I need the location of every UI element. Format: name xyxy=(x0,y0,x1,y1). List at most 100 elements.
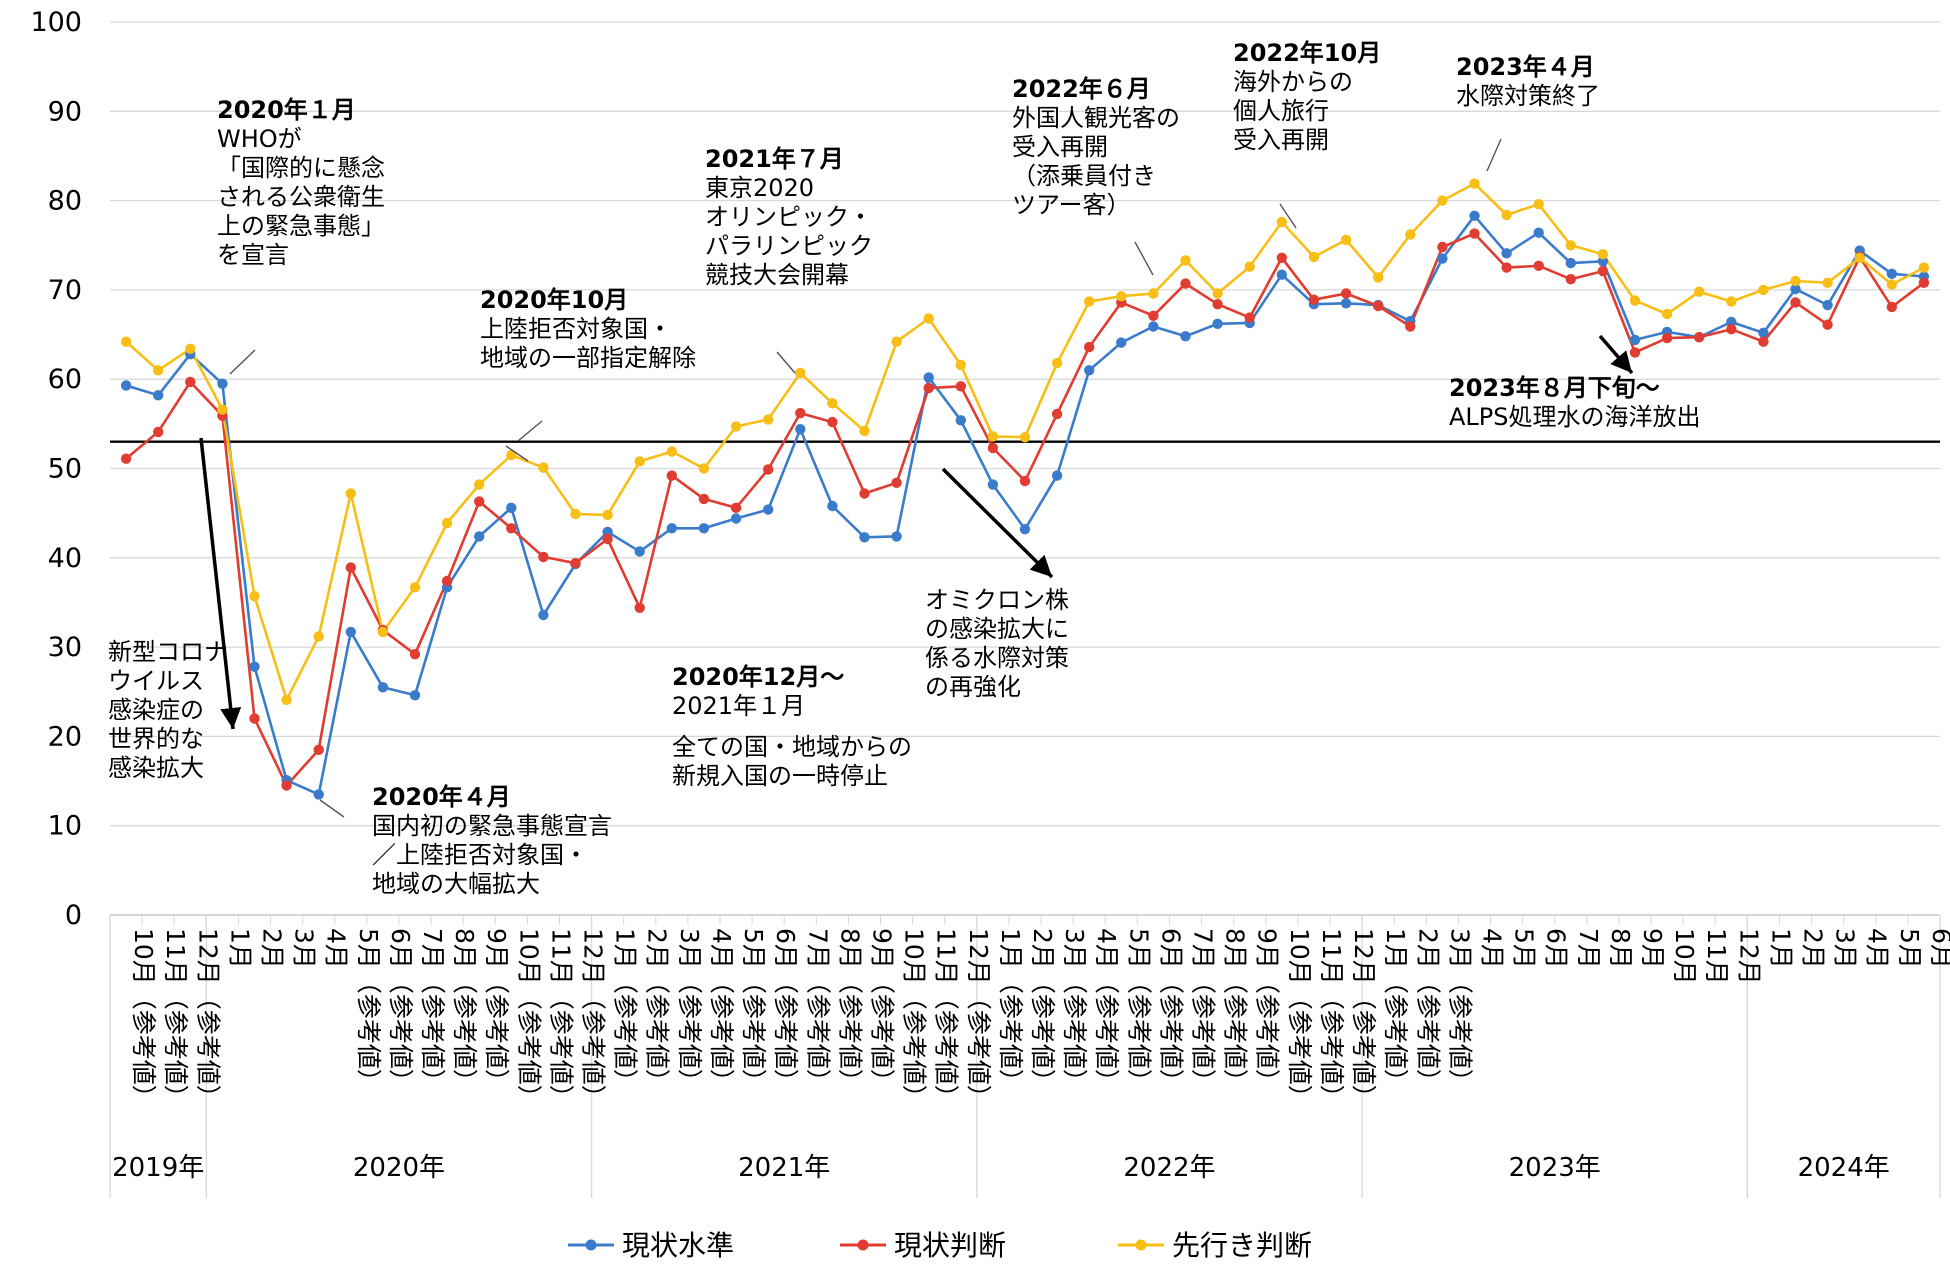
legend-swatch-marker xyxy=(857,1239,869,1251)
series-0-point xyxy=(666,523,677,534)
x-tick-label: 5月（参考値） xyxy=(354,928,383,1094)
x-tick-label: 1月（参考値） xyxy=(996,928,1025,1094)
x-tick-label: 11月（参考値） xyxy=(1317,928,1346,1110)
annotation-line: 競技大会開幕 xyxy=(705,261,849,289)
series-2-point xyxy=(1565,240,1577,251)
x-tick-label: 3月（参考値） xyxy=(1445,928,1474,1094)
annotation-line: の再強化 xyxy=(925,673,1021,701)
series-0-point xyxy=(313,789,324,800)
series-2-point xyxy=(1886,279,1898,290)
x-tick-label: 9月 xyxy=(1638,928,1667,969)
series-0-point xyxy=(987,479,999,490)
series-0-point xyxy=(1019,524,1031,535)
series-1-point xyxy=(1276,252,1288,263)
series-2-point xyxy=(1790,275,1801,287)
series-2-point xyxy=(1661,308,1673,320)
year-label: 2024年 xyxy=(1798,1153,1890,1183)
series-0-point xyxy=(1340,298,1352,309)
series-0-point xyxy=(474,531,485,542)
series-0-point xyxy=(1565,257,1577,269)
series-2-point xyxy=(1019,432,1031,443)
y-tick-label: 50 xyxy=(48,454,82,485)
series-2-point xyxy=(1629,295,1641,306)
series-group xyxy=(120,178,1930,800)
series-2-point xyxy=(249,591,260,602)
annotation-arrow xyxy=(199,437,242,730)
series-1-point xyxy=(666,470,677,481)
annotation-line: 国内初の緊急事態宣言 xyxy=(372,812,612,840)
series-2-point xyxy=(538,462,549,473)
series-2-point xyxy=(1854,252,1865,263)
series-1-point xyxy=(1726,324,1737,335)
annotation-leader xyxy=(319,799,345,818)
series-1-point xyxy=(281,780,292,791)
series-0-point xyxy=(345,626,356,638)
x-tick-label: 8月（参考値） xyxy=(1221,928,1250,1094)
annotation-line: 海外からの xyxy=(1233,68,1353,96)
annotation-title: 2022年６月 xyxy=(1012,75,1151,103)
year-label: 2019年 xyxy=(112,1153,204,1183)
series-1-point xyxy=(249,713,260,724)
x-tick-label: 9月（参考値） xyxy=(1253,928,1282,1094)
series-0-point xyxy=(249,661,260,672)
annotation-line: オリンピック・ xyxy=(705,203,873,231)
series-1-point xyxy=(730,502,742,513)
annotation-line: 係る水際対策 xyxy=(925,644,1069,672)
x-tick-label: 6月 xyxy=(1542,928,1571,969)
series-2-point xyxy=(1051,357,1063,369)
x-tick-label: 11月 xyxy=(1702,928,1731,985)
annotation-line: 世界的な xyxy=(108,725,204,753)
y-tick-label: 0 xyxy=(65,900,82,931)
series-1-point xyxy=(923,382,934,394)
series-2-point xyxy=(1405,229,1416,240)
annotation-line: ツアー客） xyxy=(1012,191,1131,219)
series-1-point xyxy=(1886,301,1898,313)
x-tick-label: 6月 xyxy=(1927,928,1950,969)
series-1-point xyxy=(1405,321,1416,332)
legend-label: 現状水準 xyxy=(622,1229,734,1262)
y-tick-label: 20 xyxy=(48,721,82,752)
x-tick-label: 7月（参考値） xyxy=(418,928,447,1094)
series-1-point xyxy=(1597,265,1609,277)
annotation-line: 受入再開 xyxy=(1012,133,1108,161)
x-tick-label: 8月 xyxy=(1606,928,1635,969)
annotation-leader xyxy=(517,420,543,442)
series-2-point xyxy=(859,425,870,437)
series-1-point xyxy=(185,376,196,388)
annotation-line: 東京2020 xyxy=(705,174,814,202)
series-2-point xyxy=(1244,261,1255,272)
series-2-point xyxy=(1340,234,1352,246)
series-2-point xyxy=(185,343,196,354)
x-tick-label: 12月（参考値） xyxy=(964,928,993,1110)
x-tick-label: 10月 xyxy=(1670,928,1699,985)
x-tick-label: 7月 xyxy=(1574,928,1603,969)
series-2-point xyxy=(474,479,485,490)
series-1-point xyxy=(602,533,613,545)
x-tick-label: 3月 xyxy=(1831,928,1860,969)
x-tick-label: 5月（参考値） xyxy=(1124,928,1153,1094)
x-tick-label: 10月（参考値） xyxy=(900,928,929,1110)
series-1-point xyxy=(698,493,710,505)
series-0-point xyxy=(730,513,742,524)
series-0-point xyxy=(120,380,132,391)
series-2-point xyxy=(1469,178,1480,189)
series-1-point xyxy=(1694,332,1705,343)
series-2-point xyxy=(281,694,292,705)
y-tick-label: 70 xyxy=(48,275,82,306)
series-2-point xyxy=(1822,277,1833,288)
series-1-point xyxy=(987,442,999,454)
series-2-point xyxy=(923,313,934,324)
series-0-point xyxy=(1886,268,1898,279)
series-0-point xyxy=(1822,299,1833,311)
annotation-leader xyxy=(1486,138,1502,172)
year-label: 2023年 xyxy=(1509,1153,1601,1183)
x-tick-label: 1月 xyxy=(1766,928,1795,969)
series-line-0 xyxy=(125,214,1925,796)
x-tick-label: 11月（参考値） xyxy=(546,928,575,1110)
series-2-point xyxy=(666,446,677,457)
annotation-line: 個人旅行 xyxy=(1233,97,1329,125)
grid xyxy=(110,21,1940,916)
y-tick-label: 30 xyxy=(48,632,82,663)
x-tick-label: 3月（参考値） xyxy=(675,928,704,1094)
